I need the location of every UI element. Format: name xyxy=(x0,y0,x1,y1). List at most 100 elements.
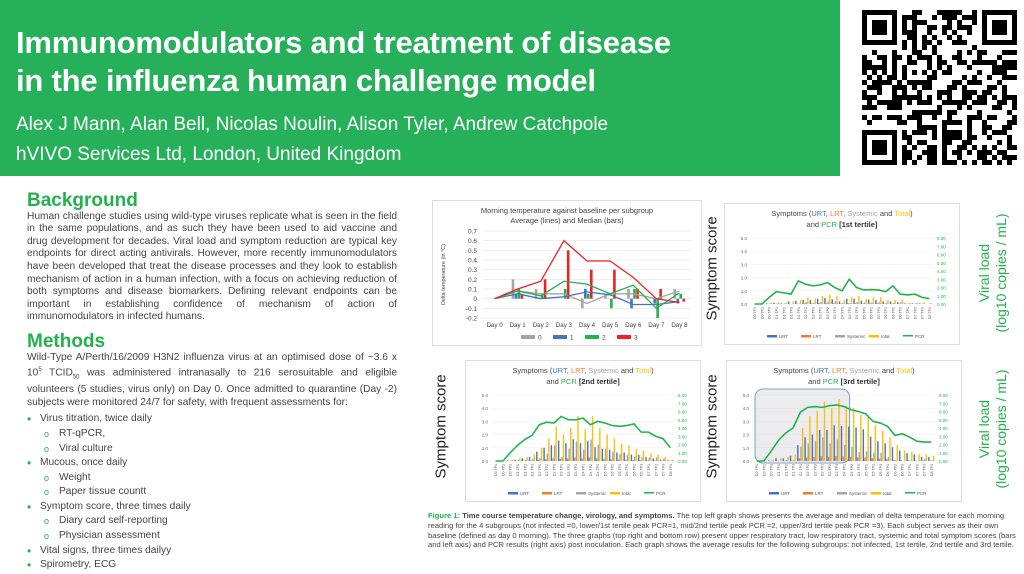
bar xyxy=(893,303,894,304)
bar xyxy=(802,428,803,461)
bar xyxy=(899,450,900,461)
bar xyxy=(915,303,916,304)
bar xyxy=(653,458,654,461)
bar xyxy=(525,460,526,461)
bar xyxy=(561,457,562,461)
bar xyxy=(603,459,604,461)
bar xyxy=(808,443,809,461)
bar xyxy=(594,447,595,461)
bar xyxy=(820,302,821,304)
bar xyxy=(933,456,934,461)
bar xyxy=(829,443,830,461)
legend-swatch xyxy=(801,335,811,338)
background-text: Human challenge studies using wild-type … xyxy=(27,211,397,324)
x-tick-label: D0 TP2 xyxy=(501,464,505,476)
bar xyxy=(858,296,859,304)
method-item: RT-qPCR, xyxy=(27,428,397,441)
legend-label: LRT xyxy=(813,334,822,339)
bar xyxy=(826,303,827,304)
bar xyxy=(563,435,564,461)
legend-label: total xyxy=(622,491,631,496)
x-tick-label: D4 TP3 xyxy=(596,464,600,476)
x-tick-label: D1 TP2 xyxy=(782,307,786,319)
bar xyxy=(517,460,518,461)
y2-tick-label: 2.00 xyxy=(939,443,948,448)
x-tick-label: D2 TP2 xyxy=(804,307,808,319)
x-tick-label: D4 TP2 xyxy=(589,464,593,476)
y-tick-label: 0.2 xyxy=(468,277,477,284)
legend-swatch xyxy=(553,335,567,339)
bar xyxy=(819,430,820,461)
median-bar xyxy=(653,299,656,304)
x-tick-label: D5 TP2 xyxy=(872,464,876,476)
legend-label: Systemic xyxy=(847,334,866,339)
y2-tick-label: 4.00 xyxy=(678,426,687,431)
bar xyxy=(548,439,549,461)
legend-swatch xyxy=(835,335,845,338)
viral-load-label: Viral load(log10 copies / mL) xyxy=(976,208,1010,338)
legend-label: PCR xyxy=(656,491,666,496)
legend-label: Systemic xyxy=(588,491,607,496)
bar xyxy=(514,460,515,461)
y-tick-label: 2.0 xyxy=(743,433,750,438)
bar xyxy=(802,300,803,304)
x-tick-label: D2 TP1 xyxy=(538,464,542,476)
authors: Alex J Mann, Alan Bell, Nicolas Noulin, … xyxy=(16,110,608,140)
bar xyxy=(863,429,864,461)
bar xyxy=(922,303,923,304)
bar xyxy=(922,460,923,461)
median-bar xyxy=(567,250,570,298)
bar xyxy=(877,303,878,304)
bar xyxy=(807,297,808,304)
bar xyxy=(596,458,597,461)
y2-tick-label: 0.00 xyxy=(678,459,687,464)
x-tick-label: D1 TP3 xyxy=(792,464,796,476)
y-tick-label: 3.0 xyxy=(743,419,750,424)
x-tick-label: D0 TP2 xyxy=(762,464,766,476)
bar xyxy=(795,301,796,304)
bar xyxy=(583,450,584,461)
y2-tick-label: 5.00 xyxy=(939,418,948,423)
median-bar xyxy=(610,299,613,309)
bar xyxy=(793,460,794,461)
bar xyxy=(931,460,932,461)
bar xyxy=(612,452,613,461)
x-tick-label: D5 TP3 xyxy=(618,464,622,476)
bar xyxy=(627,455,628,461)
x-tick-label: D8 TP1 xyxy=(928,307,932,319)
bar xyxy=(786,460,787,461)
affiliation: hVIVO Services Ltd, London, United Kingd… xyxy=(16,140,608,170)
bar xyxy=(889,437,890,461)
y-tick-label: 4.0 xyxy=(741,249,748,254)
y2-tick-label: 1.00 xyxy=(678,451,687,456)
legend-label: 3 xyxy=(634,335,638,342)
x-tick-label: D6 TP3 xyxy=(901,464,905,476)
bar xyxy=(906,453,907,461)
method-item: Diary card self-reporting xyxy=(27,515,397,528)
x-tick-label: D4 TP2 xyxy=(848,307,852,319)
y2-tick-label: 8.00 xyxy=(678,393,687,398)
legend-swatch xyxy=(767,335,777,338)
bar xyxy=(888,457,889,461)
median-bar xyxy=(512,279,515,298)
bar xyxy=(882,431,883,461)
x-tick-label: D3 TP3 xyxy=(835,464,839,476)
bar xyxy=(912,303,913,304)
bar xyxy=(560,459,561,461)
bar xyxy=(926,454,927,461)
bar xyxy=(806,302,807,304)
bar xyxy=(791,460,792,461)
bar xyxy=(851,297,852,304)
legend-swatch xyxy=(644,492,654,494)
bar xyxy=(529,457,530,461)
bar xyxy=(817,299,818,304)
bar xyxy=(598,445,599,462)
x-tick-label: D0 TP1 xyxy=(755,464,759,476)
x-tick-label: D2 TP1 xyxy=(797,307,801,319)
bar xyxy=(816,411,817,461)
bar xyxy=(667,460,668,461)
symptom-score-label: Symptom score xyxy=(433,379,450,479)
bar xyxy=(857,302,858,304)
legend-label: LRT xyxy=(815,491,824,496)
legend-swatch xyxy=(542,492,552,495)
